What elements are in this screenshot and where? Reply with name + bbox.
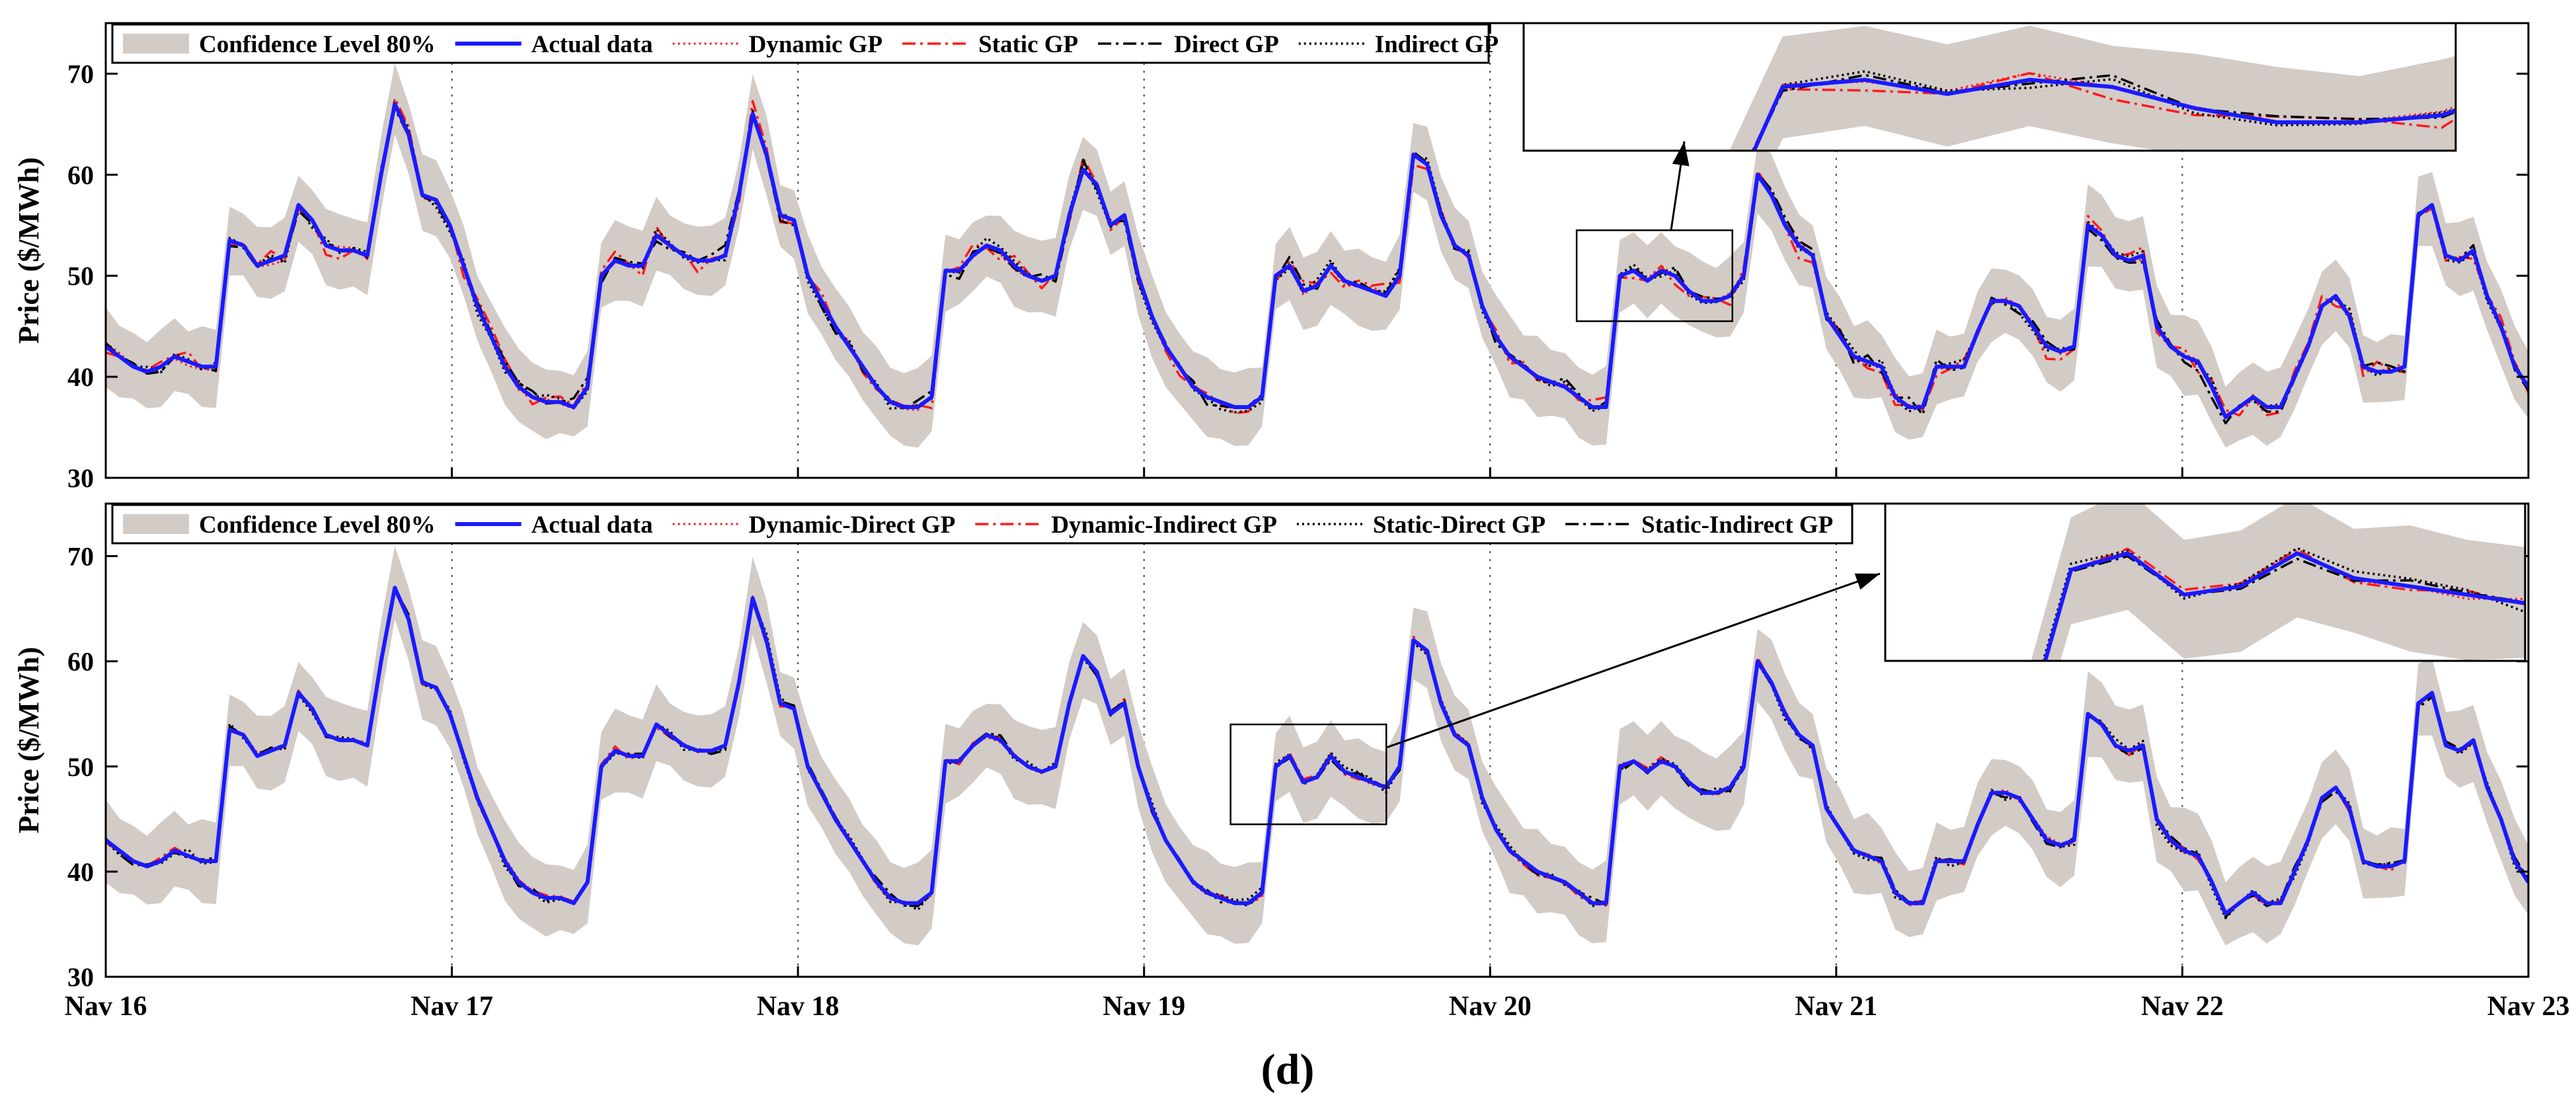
x-tick-label: Nav 19	[1103, 991, 1185, 1022]
legend-label: Dynamic-Indirect GP	[1051, 512, 1277, 539]
legend-label: Confidence Level 80%	[199, 512, 436, 539]
x-tick-label: Nav 18	[757, 991, 839, 1022]
figure-label: (d)	[1261, 1046, 1315, 1094]
confidence-band	[106, 63, 2528, 448]
plot-area	[106, 23, 2528, 478]
legend-swatch-band	[123, 514, 189, 534]
inset-frame	[1522, 22, 2457, 152]
y-axis-label: Price ($/MWh)	[13, 157, 45, 344]
legend-label: Actual data	[531, 31, 653, 58]
y-tick-label: 30	[67, 463, 94, 493]
legend-swatch-band	[123, 34, 189, 54]
y-axis-label: Price ($/MWh)	[13, 647, 45, 833]
y-tick-label: 50	[67, 752, 94, 782]
inset-series-line	[2043, 551, 2525, 661]
legend-label: Indirect GP	[1375, 31, 1499, 58]
x-tick-label: Nav 23	[2487, 991, 2570, 1022]
legend-label: Static-Indirect GP	[1641, 512, 1833, 539]
zoom-arrow	[1386, 572, 1881, 749]
x-tick-label: Nav 17	[410, 991, 493, 1022]
legend-box	[111, 23, 1490, 64]
legend-label: Static-Direct GP	[1373, 512, 1545, 539]
axes-frame	[104, 502, 2530, 978]
inset-confidence-band	[1729, 25, 2456, 151]
legend-label: Static GP	[978, 31, 1078, 58]
x-tick-label: Nav 16	[65, 991, 147, 1022]
x-tick-label: Nav 21	[1795, 991, 1877, 1022]
series-line	[106, 102, 2528, 420]
y-tick-label: 30	[67, 962, 94, 992]
zoom-region-box	[1575, 229, 1734, 323]
series-line	[106, 586, 2528, 916]
inset-series-line	[2041, 547, 2525, 661]
zoom-arrow-line	[1386, 572, 1881, 749]
inset-confidence-band	[2031, 504, 2525, 661]
y-tick-label: 70	[67, 542, 94, 572]
legend-label: Direct GP	[1174, 31, 1279, 58]
legend-label: Confidence Level 80%	[199, 31, 436, 58]
zoom-inset	[1884, 502, 2526, 662]
series-line	[106, 106, 2528, 425]
y-tick-label: 70	[67, 59, 94, 89]
legend: Confidence Level 80% Actual data Dynamic-D…	[111, 504, 1854, 545]
zoom-arrow-head	[1672, 141, 1690, 167]
legend-label: Actual data	[531, 512, 653, 539]
y-tick-label: 40	[67, 857, 94, 887]
plot-area	[106, 504, 2528, 977]
x-tick-label: Nav 22	[2141, 991, 2224, 1022]
x-tick-label: Nav 20	[1449, 991, 1532, 1022]
inset-series-line	[2044, 554, 2525, 661]
zoom-arrow	[1670, 141, 1690, 231]
legend-label: Dynamic GP	[749, 31, 882, 58]
inset-plot	[2031, 504, 2525, 661]
chart-panel-top: 30 40 50 60 70 Price ($/MWh) Confidence Level …	[13, 22, 2530, 493]
legend: Confidence Level 80% Actual data Dynamic G…	[111, 23, 1499, 64]
zoom-region-box	[1229, 723, 1387, 825]
y-tick-label: 40	[67, 362, 94, 392]
inset-plot	[1729, 25, 2456, 151]
inset-frame	[1884, 502, 2526, 662]
axes-frame	[104, 22, 2530, 479]
chart-panel-bottom: 30 40 50 60 70 Nav 16 Nav 17 Nav 18 Nav 19 Nav 20…	[13, 502, 2570, 1022]
y-tick-label: 50	[67, 261, 94, 291]
legend-label: Dynamic-Direct GP	[749, 512, 956, 539]
zoom-inset	[1522, 22, 2457, 152]
confidence-band	[106, 545, 2528, 946]
y-tick-label: 60	[67, 647, 94, 677]
y-tick-label: 60	[67, 160, 94, 190]
zoom-arrow-head	[1854, 573, 1880, 590]
